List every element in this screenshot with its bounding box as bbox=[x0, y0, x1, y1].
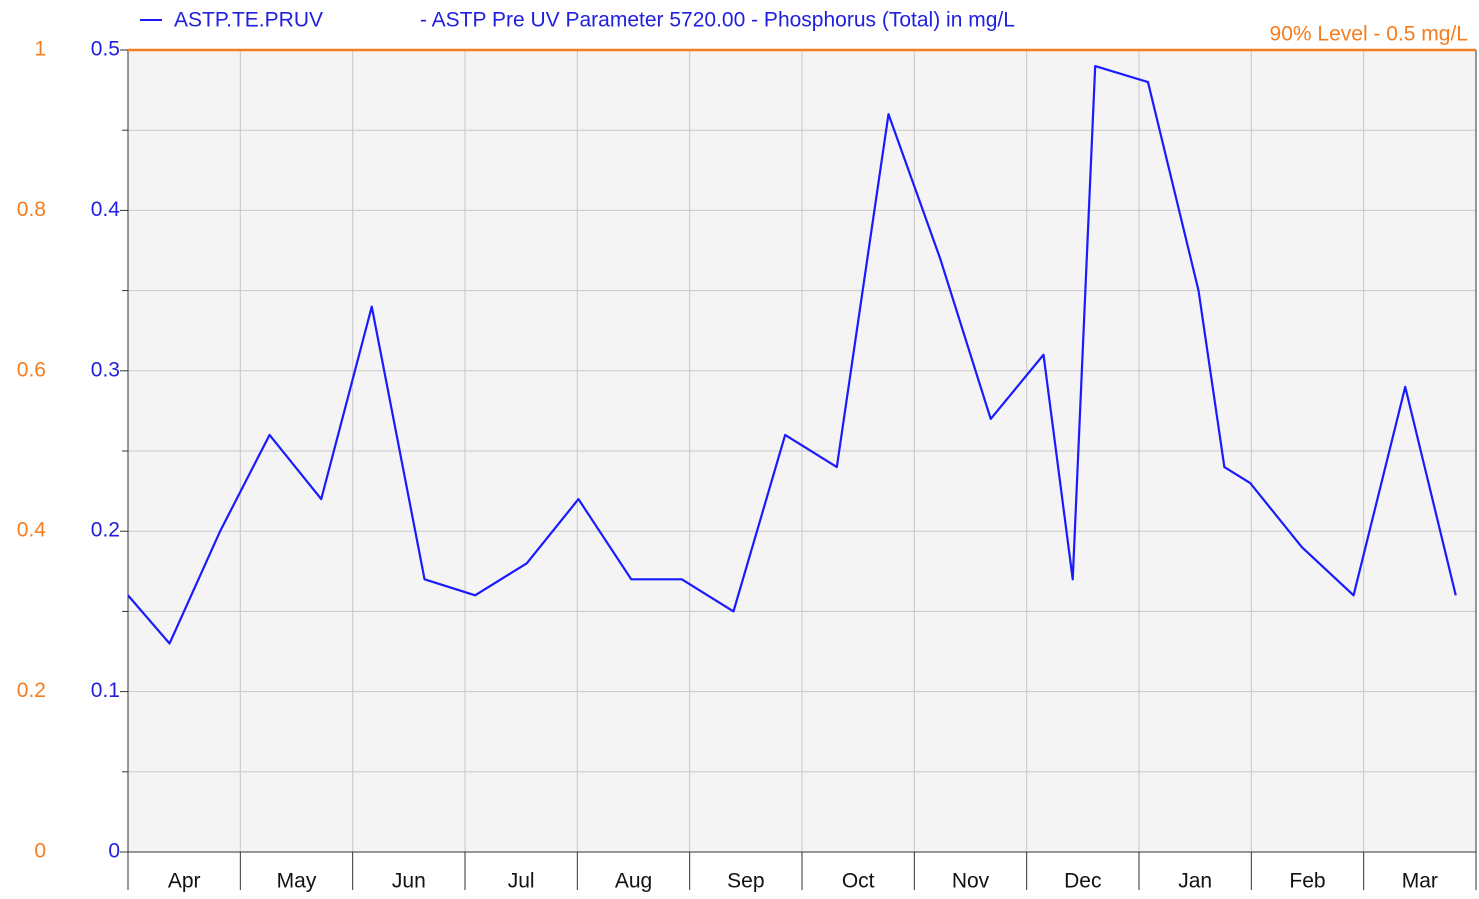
y2-tick-label: 0.4 bbox=[17, 519, 47, 542]
x-tick-label: Dec bbox=[1064, 870, 1101, 893]
x-tick-label: Jun bbox=[392, 870, 426, 893]
threshold-label: 90% Level - 0.5 mg/L bbox=[1270, 23, 1468, 46]
y2-tick-label: 0.6 bbox=[17, 358, 46, 381]
y-tick-label: 0.3 bbox=[91, 358, 120, 381]
x-tick-label: Sep bbox=[727, 870, 764, 893]
y2-tick-label: 1 bbox=[34, 38, 46, 61]
y-tick-label: 0.5 bbox=[91, 38, 120, 61]
x-tick-label: Aug bbox=[615, 870, 652, 893]
x-tick-label: Mar bbox=[1402, 870, 1438, 893]
legend-label: ASTP.TE.PRUV bbox=[174, 9, 323, 32]
y-tick-label: 0.2 bbox=[91, 519, 120, 542]
x-tick-label: Oct bbox=[842, 870, 875, 893]
y-tick-label: 0 bbox=[108, 840, 120, 863]
x-tick-label: Nov bbox=[952, 870, 990, 893]
x-tick-label: Jan bbox=[1178, 870, 1212, 893]
data-line bbox=[127, 64, 1457, 645]
chart-title: - ASTP Pre UV Parameter 5720.00 - Phosph… bbox=[420, 9, 1015, 32]
x-tick-label: Apr bbox=[168, 870, 201, 893]
y-tick-label: 0.1 bbox=[91, 679, 120, 702]
y2-tick-label: 0 bbox=[34, 840, 46, 863]
y2-tick-label: 0.2 bbox=[17, 679, 46, 702]
y2-tick-label: 0.8 bbox=[17, 198, 46, 221]
x-tick-label: May bbox=[277, 870, 317, 893]
y-tick-label: 0.4 bbox=[91, 198, 121, 221]
x-tick-label: Feb bbox=[1289, 870, 1325, 893]
x-tick-label: Jul bbox=[508, 870, 535, 893]
